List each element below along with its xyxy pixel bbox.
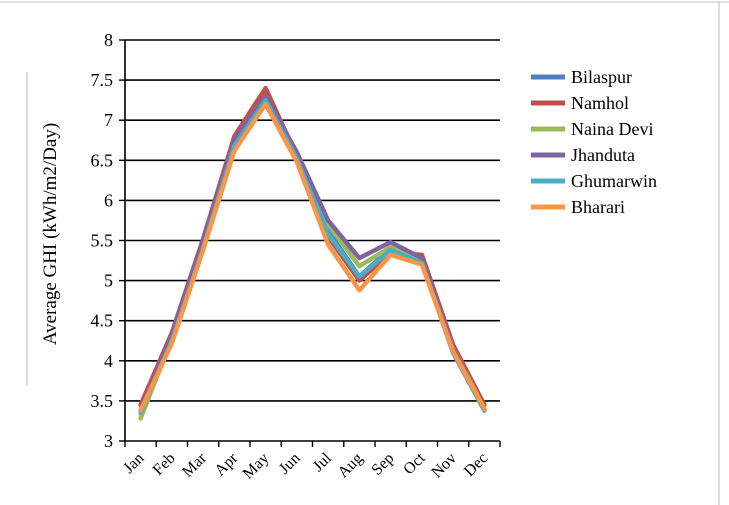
legend-label-ghumarwin: Ghumarwin (571, 171, 657, 191)
y-tick-label: 5.5 (91, 231, 114, 251)
x-tick-label: Aug (335, 450, 367, 482)
y-axis-title: Average GHI (kWh/m2/Day) (40, 123, 61, 345)
x-tick-label: May (240, 450, 273, 483)
y-tick-label: 3 (104, 431, 113, 451)
y-tick-label: 6 (104, 190, 113, 210)
y-axis-ticks: 3 3.5 4 4.5 5 5.5 6 6.5 7 7.5 8 (91, 30, 125, 451)
x-tick-label: Apr (212, 449, 242, 479)
series-line-bilaspur (138, 92, 487, 413)
x-tick-label: Sep (368, 450, 397, 479)
x-tick-label: Jun (276, 450, 304, 478)
y-tick-label: 7 (104, 110, 113, 130)
series-lines (138, 85, 487, 421)
legend-label-jhanduta: Jhanduta (571, 145, 635, 165)
legend: Bilaspur Namhol Naina Devi Jhanduta Ghumarwi… (531, 67, 657, 217)
y-tick-label: 4.5 (91, 311, 114, 331)
legend-label-bharari: Bharari (571, 197, 625, 217)
y-tick-label: 5 (104, 271, 113, 291)
series-line-namhol (138, 85, 487, 408)
x-tick-label: Mar (179, 449, 210, 480)
x-tick-label: Jul (310, 449, 336, 475)
series-line-bharari (138, 101, 487, 413)
x-tick-label: Jan (120, 450, 147, 477)
y-tick-label: 8 (104, 30, 113, 50)
y-tick-label: 3.5 (91, 391, 114, 411)
axes (124, 40, 500, 442)
x-tick-label: Oct (400, 449, 429, 478)
y-tick-label: 7.5 (91, 70, 114, 90)
series-line-ghumarwin (138, 97, 487, 416)
legend-label-bilaspur: Bilaspur (571, 67, 632, 87)
x-tick-label: Nov (428, 450, 460, 482)
legend-label-namhol: Namhol (571, 93, 629, 113)
legend-label-naina-devi: Naina Devi (571, 119, 653, 139)
x-tick-label: Dec (461, 450, 491, 480)
gridlines (125, 39, 500, 402)
y-tick-label: 6.5 (91, 150, 114, 170)
x-tick-label: Feb (150, 450, 179, 479)
series-line-jhanduta (138, 93, 487, 413)
series-line-naina-devi (138, 95, 487, 421)
y-tick-label: 4 (104, 351, 113, 371)
